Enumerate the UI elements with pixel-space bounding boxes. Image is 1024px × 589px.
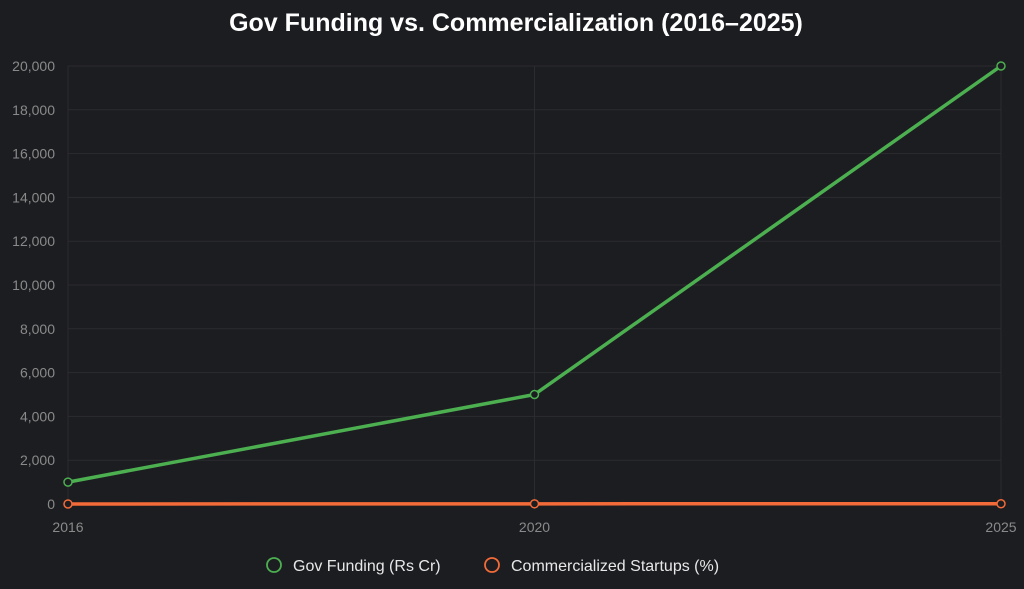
y-tick-label: 12,000 [12,233,55,249]
y-tick-label: 8,000 [20,321,55,337]
x-axis-ticks: 2016 2020 2025 [52,519,1016,535]
legend-item[interactable]: Commercialized Startups (%) [484,557,719,575]
legend[interactable]: Gov Funding (Rs Cr) Commercialized Startu… [266,557,719,575]
x-tick-label: 2020 [519,519,550,535]
y-tick-label: 6,000 [20,365,55,381]
y-tick-label: 2,000 [20,452,55,468]
y-tick-label: 0 [47,496,55,512]
legend-item[interactable]: Gov Funding (Rs Cr) [266,557,441,575]
legend-marker-icon [484,557,500,573]
y-tick-label: 10,000 [12,277,55,293]
data-point[interactable] [63,499,73,509]
series [63,61,1006,509]
x-tick-label: 2025 [985,519,1016,535]
legend-marker-icon [266,557,282,573]
data-point[interactable] [996,61,1006,71]
legend-label: Gov Funding (Rs Cr) [293,558,441,575]
chart-title: Gov Funding vs. Commercialization (2016–… [229,9,803,37]
grid [67,65,1002,505]
x-tick-label: 2016 [52,519,83,535]
data-point[interactable] [529,389,540,400]
data-point[interactable] [529,499,540,509]
data-point[interactable] [996,498,1006,509]
y-tick-label: 20,000 [12,58,55,74]
legend-label: Commercialized Startups (%) [511,558,719,575]
y-tick-label: 18,000 [12,102,55,118]
y-tick-label: 4,000 [20,408,55,424]
y-axis-ticks: 0 2,000 4,000 6,000 8,000 10,000 12,000 14,000 1… [12,58,55,512]
y-tick-label: 14,000 [12,189,55,205]
data-point[interactable] [63,477,73,487]
y-tick-label: 16,000 [12,146,55,162]
